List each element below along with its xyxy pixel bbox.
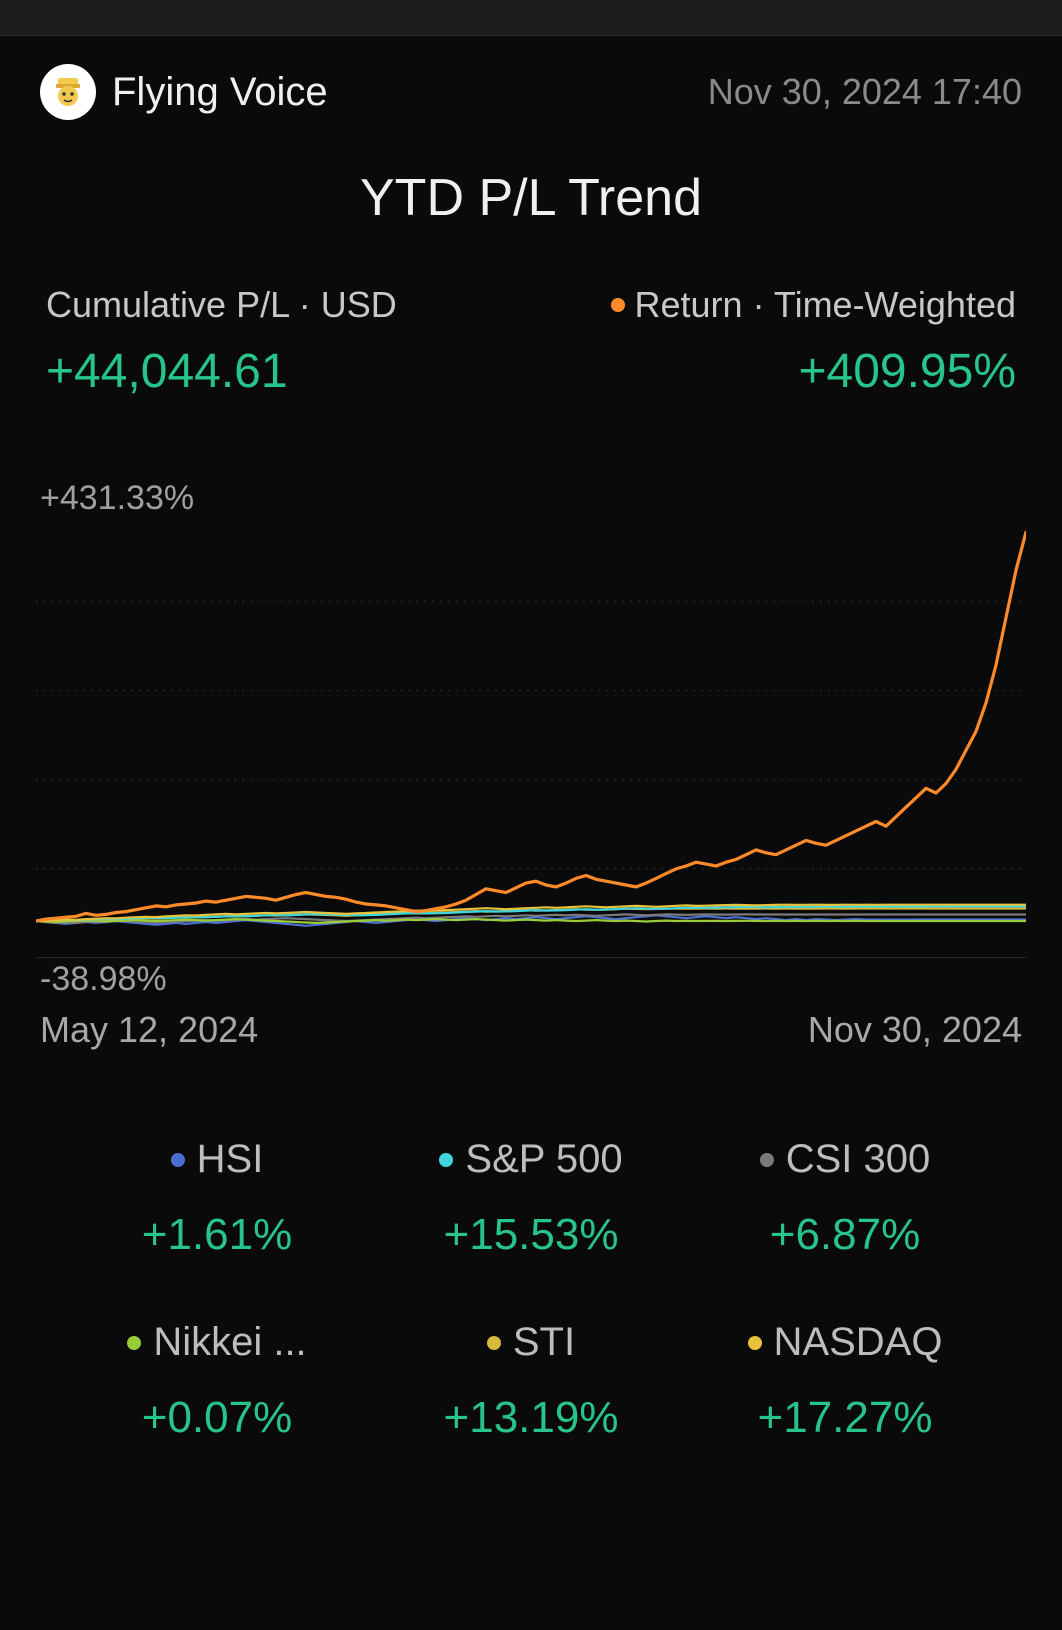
top-bar (0, 0, 1062, 36)
benchmark-dot-icon (760, 1153, 774, 1167)
benchmark-name-text: S&P 500 (465, 1137, 622, 1182)
metric-return-value: +409.95% (611, 344, 1016, 399)
benchmark-name: CSI 300 (698, 1137, 992, 1182)
benchmark-dot-icon (748, 1336, 762, 1350)
benchmark-value: +6.87% (698, 1210, 992, 1260)
benchmarks-grid: HSI +1.61% S&P 500 +15.53% CSI 300 +6.87… (40, 1137, 1022, 1443)
benchmark-dot-icon (439, 1153, 453, 1167)
benchmark-name: Nikkei ... (70, 1320, 364, 1365)
benchmark-name-text: CSI 300 (786, 1137, 931, 1182)
benchmark-name-text: STI (513, 1320, 575, 1365)
chart[interactable]: +431.33% -38.98% May 12, 2024 Nov 30, 20… (36, 479, 1026, 1051)
benchmark-item[interactable]: HSI +1.61% (70, 1137, 364, 1260)
metric-return: Return · Time-Weighted +409.95% (611, 284, 1016, 399)
benchmark-name-text: Nikkei ... (153, 1320, 306, 1365)
header-row: Flying Voice Nov 30, 2024 17:40 (40, 64, 1022, 120)
benchmark-dot-icon (487, 1336, 501, 1350)
benchmark-name: STI (384, 1320, 678, 1365)
main-container: Flying Voice Nov 30, 2024 17:40 YTD P/L … (0, 36, 1062, 1443)
metrics-row: Cumulative P/L · USD +44,044.61 Return ·… (40, 284, 1022, 399)
benchmark-value: +13.19% (384, 1393, 678, 1443)
avatar-icon (48, 72, 88, 112)
benchmark-item[interactable]: STI +13.19% (384, 1320, 678, 1443)
benchmark-name: NASDAQ (698, 1320, 992, 1365)
chart-lines (36, 512, 1026, 958)
chart-date-row: May 12, 2024 Nov 30, 2024 (36, 1009, 1026, 1051)
timestamp: Nov 30, 2024 17:40 (708, 71, 1022, 113)
benchmark-dot-icon (171, 1153, 185, 1167)
chart-x-end-label: Nov 30, 2024 (808, 1009, 1022, 1051)
chart-x-start-label: May 12, 2024 (40, 1009, 258, 1051)
benchmark-name: S&P 500 (384, 1137, 678, 1182)
benchmark-item[interactable]: NASDAQ +17.27% (698, 1320, 992, 1443)
avatar[interactable] (40, 64, 96, 120)
metric-return-label: Return · Time-Weighted (611, 284, 1016, 326)
benchmark-value: +0.07% (70, 1393, 364, 1443)
metric-cumulative: Cumulative P/L · USD +44,044.61 (46, 284, 397, 399)
benchmark-value: +1.61% (70, 1210, 364, 1260)
benchmark-name-text: NASDAQ (774, 1320, 943, 1365)
metric-cumulative-value: +44,044.61 (46, 344, 397, 399)
page-title: YTD P/L Trend (40, 168, 1022, 228)
benchmark-dot-icon (127, 1336, 141, 1350)
username: Flying Voice (112, 70, 328, 115)
benchmark-item[interactable]: CSI 300 +6.87% (698, 1137, 992, 1260)
chart-area[interactable] (36, 512, 1026, 958)
metric-cumulative-label: Cumulative P/L · USD (46, 284, 397, 326)
benchmark-value: +15.53% (384, 1210, 678, 1260)
user-block[interactable]: Flying Voice (40, 64, 328, 120)
benchmark-name-text: HSI (197, 1137, 264, 1182)
benchmark-value: +17.27% (698, 1393, 992, 1443)
benchmark-name: HSI (70, 1137, 364, 1182)
return-dot-icon (611, 298, 625, 312)
benchmark-item[interactable]: Nikkei ... +0.07% (70, 1320, 364, 1443)
metric-return-label-text: Return · Time-Weighted (635, 284, 1016, 326)
benchmark-item[interactable]: S&P 500 +15.53% (384, 1137, 678, 1260)
chart-y-bottom-label: -38.98% (36, 960, 1026, 999)
